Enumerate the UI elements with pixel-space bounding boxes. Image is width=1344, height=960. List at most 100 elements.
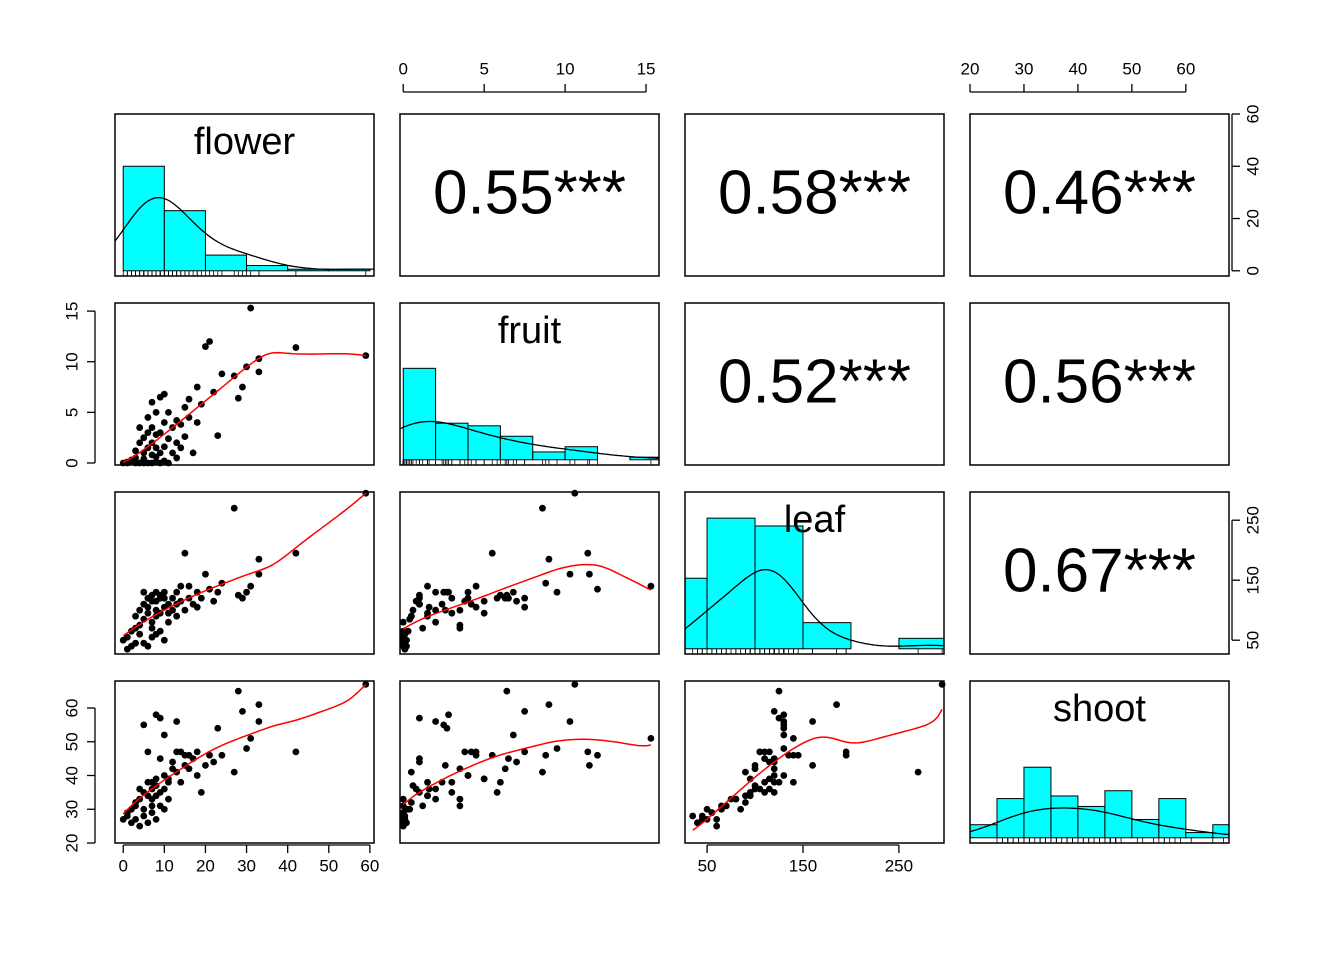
panel-fruit-flower — [114, 302, 375, 467]
scatter-point — [169, 758, 176, 766]
smooth-line — [692, 708, 943, 831]
label-leaf: leaf — [784, 499, 846, 541]
scatter-point — [713, 822, 721, 830]
scatter-point — [160, 588, 168, 596]
scatter-point — [401, 815, 409, 823]
panel-frame — [684, 113, 945, 277]
scatter-point — [181, 549, 189, 557]
panel-leaf-shoot: 0.67*** — [969, 491, 1230, 655]
scatter-point — [553, 588, 561, 596]
scatter-point — [202, 570, 209, 578]
tick-label: 250 — [885, 856, 913, 875]
scatter-point — [160, 731, 168, 739]
scatter-point — [407, 799, 415, 806]
scatter-point — [467, 748, 475, 756]
correlation-flower-fruit: 0.55*** — [433, 158, 626, 227]
scatter-point — [647, 734, 655, 742]
scatter-point — [230, 768, 238, 776]
correlation-flower-shoot: 0.46*** — [1003, 158, 1196, 227]
scatter-point — [448, 594, 456, 602]
top-axis-fruit: 0 5 10 15 — [399, 59, 656, 93]
scatter-point — [160, 594, 168, 602]
tick-label: 150 — [789, 856, 817, 875]
hist-bar — [204, 254, 248, 272]
panel-shoot-fruit — [399, 680, 660, 844]
panel-frame — [114, 302, 375, 466]
scatter-point — [173, 718, 181, 725]
scatter-point — [472, 603, 480, 611]
scatter-point — [780, 772, 788, 779]
scatter-point — [539, 768, 546, 776]
scatter-point — [148, 424, 156, 431]
scatter-point — [255, 555, 263, 563]
top-axis-shoot: 20 30 40 50 60 — [961, 59, 1195, 93]
panel-flower-fruit: 0.55*** — [399, 113, 660, 277]
scatter-point — [472, 582, 480, 590]
scatter-point — [210, 388, 218, 396]
scatter-point — [148, 809, 156, 817]
scatter-point — [761, 778, 769, 786]
scatter-point — [255, 701, 263, 709]
scatter-point — [809, 718, 816, 725]
scatter-point — [140, 721, 148, 729]
hist-bar — [754, 525, 804, 650]
tick-label: 5 — [479, 59, 488, 78]
scatter-point — [698, 812, 706, 820]
panel-frame — [114, 680, 375, 844]
tick-label: 50 — [62, 732, 81, 751]
scatter-point — [165, 775, 172, 783]
tick-label: 50 — [319, 856, 338, 875]
tick-label: 50 — [1122, 59, 1141, 78]
right-axis-leaf: 50 150 250 — [1231, 506, 1262, 650]
tick-label: 60 — [1243, 105, 1262, 124]
hist-bar — [1050, 795, 1079, 839]
scatter-point — [197, 594, 205, 602]
hist-bar — [467, 425, 501, 461]
scatter-point — [438, 600, 446, 608]
hist-bar — [402, 367, 437, 461]
scatter-point — [132, 612, 139, 620]
smooth-line — [402, 738, 652, 806]
hist-bar — [122, 165, 165, 272]
scatter-point — [169, 606, 176, 614]
scatter-point — [770, 707, 778, 715]
panel-frame — [114, 113, 375, 277]
scatter-point — [234, 687, 242, 695]
scatter-point — [152, 408, 160, 416]
scatter-point — [169, 594, 176, 602]
panel-frame — [684, 680, 945, 844]
scatter-point — [193, 419, 201, 426]
scatter-point — [165, 795, 172, 803]
tick-label: 0 — [399, 59, 408, 78]
scatter-point — [160, 805, 168, 813]
scatter-point — [770, 778, 778, 786]
scatter-point — [409, 606, 417, 614]
panel-frame — [969, 302, 1230, 466]
scatter-point — [432, 718, 440, 725]
tick-label: 10 — [155, 856, 174, 875]
scatter-point — [132, 815, 139, 823]
scatter-point — [173, 454, 181, 462]
hist-bar — [1212, 824, 1230, 839]
left-axis-shoot: 20 30 40 50 60 — [62, 699, 96, 852]
panel-frame — [969, 113, 1230, 277]
scatter-point — [160, 419, 168, 426]
scatter-point — [292, 344, 300, 351]
scatter-point — [148, 624, 156, 632]
scatter-point — [247, 304, 255, 312]
hist-bar — [564, 446, 598, 461]
scatter-point — [480, 597, 488, 605]
scatter-point — [202, 761, 209, 769]
tick-label: 10 — [556, 59, 575, 78]
scatter-point — [144, 414, 152, 421]
scatter-point — [156, 627, 164, 635]
scatter-point — [585, 570, 593, 578]
scatter-point — [770, 765, 778, 773]
hist-bar — [163, 210, 206, 272]
scatter-point — [185, 395, 193, 403]
correlation-flower-leaf: 0.58*** — [718, 158, 911, 227]
scatter-point — [214, 724, 222, 732]
scatter-point — [234, 394, 242, 402]
scatter-point — [399, 642, 407, 650]
scatter-point — [136, 439, 144, 447]
